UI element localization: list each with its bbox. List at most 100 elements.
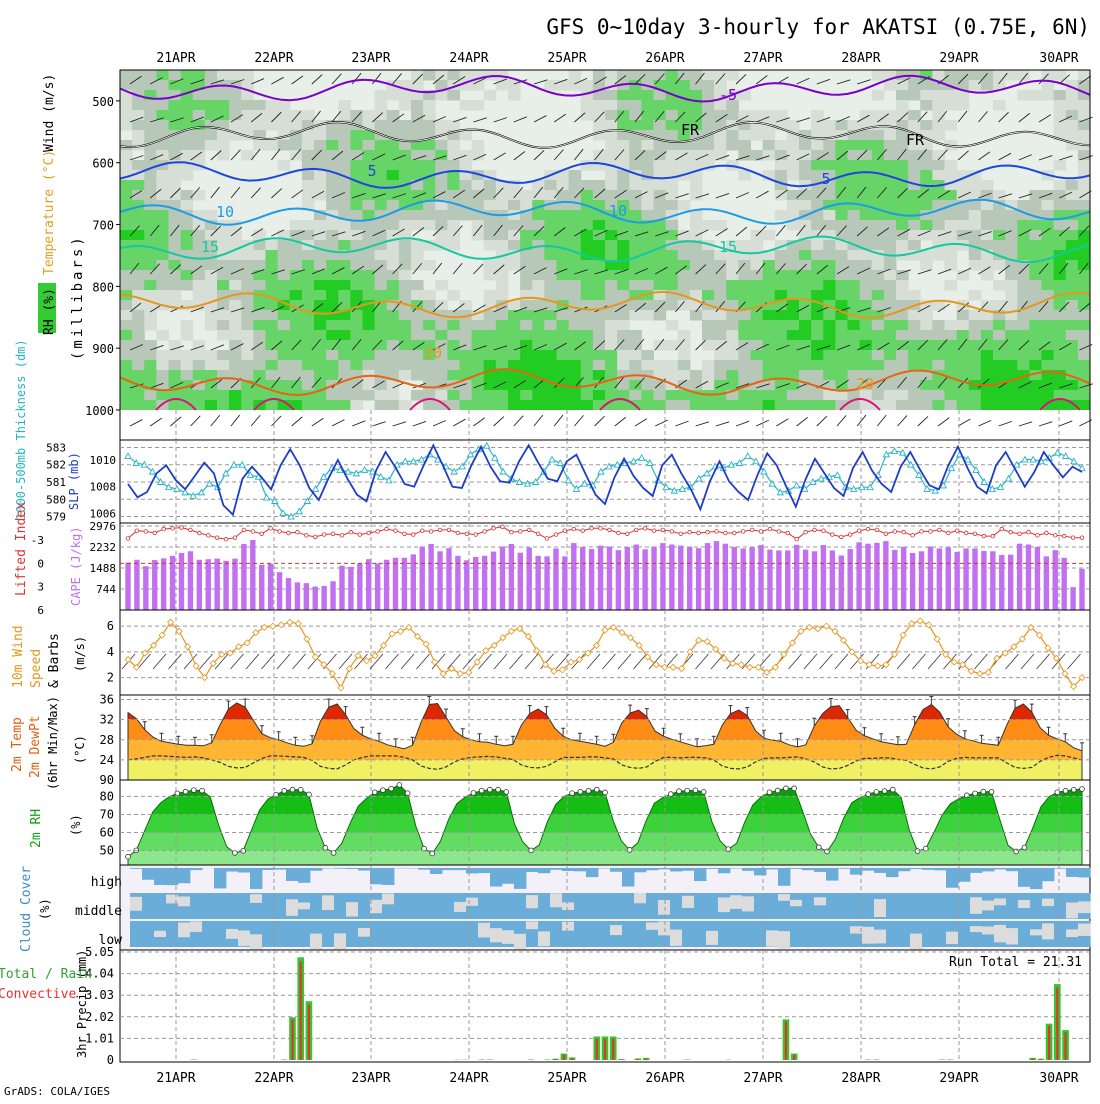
cape-bar (678, 546, 683, 610)
rh-cell (763, 140, 776, 151)
rh-cell (690, 110, 703, 121)
cape-bar (847, 549, 852, 610)
rh-cell (641, 210, 654, 221)
rh-cell (775, 400, 788, 411)
rh-cell (472, 380, 485, 391)
lifted-index-point (991, 534, 995, 538)
rh-point (496, 787, 501, 792)
rh-cell (1066, 330, 1079, 341)
rh-cell (423, 300, 436, 311)
rh-cell (326, 280, 339, 291)
lifted-index-point (483, 530, 487, 534)
rh-cell (605, 100, 618, 111)
rh-cell (399, 350, 412, 361)
cloud-middle-gap (658, 900, 670, 915)
rh-cell (411, 160, 424, 171)
rh-cell (569, 400, 582, 411)
cloud-low-bar (442, 921, 454, 947)
rh-cell (666, 160, 679, 171)
rh-cell (375, 360, 388, 371)
rh-cell (120, 220, 133, 231)
temp-label-2: 2m DewPt (28, 715, 43, 778)
rh-cell (302, 400, 315, 411)
rh-cell (350, 360, 363, 371)
rh-cell (678, 250, 691, 261)
rh-cell (1078, 150, 1091, 161)
cloud-high-bar (562, 868, 574, 871)
rh-cell (156, 280, 169, 291)
rh-cell (447, 290, 460, 301)
rh-cell (581, 240, 594, 251)
precip-legend-total: Total / Rain (0, 967, 92, 982)
bottom-date-label: 26APR (645, 1071, 684, 1086)
rh-cell (605, 70, 618, 81)
rh-cell (350, 140, 363, 151)
lifted-index-point (412, 533, 416, 537)
cloud-middle-bar (898, 893, 910, 919)
cloud-low-gap (226, 929, 238, 939)
cape-bar (125, 563, 130, 610)
cape-label: CAPE (J/kg) (69, 527, 83, 606)
cloud-low-gap (1006, 928, 1018, 944)
rh-cell (132, 130, 145, 141)
rh-cell (241, 350, 254, 361)
rh-cell (144, 340, 157, 351)
rh-cell (520, 330, 533, 341)
rh-cell (132, 350, 145, 361)
rh-cell (1054, 400, 1067, 411)
rh-cell (363, 110, 376, 121)
rh-cell (557, 390, 570, 401)
rh-point (397, 782, 402, 787)
cape-bar (687, 547, 692, 610)
rh-cell (520, 220, 533, 231)
rh-cell (120, 150, 133, 161)
cape-bar (134, 560, 139, 610)
rh-cell (799, 270, 812, 281)
rh-cell (799, 200, 812, 211)
precip-tick: 1.01 (85, 1031, 114, 1045)
rh-point (504, 790, 509, 795)
rh-cell (363, 290, 376, 301)
rh-cell (326, 200, 339, 211)
rh-point (282, 788, 287, 793)
rh-cell (763, 150, 776, 161)
rh-cell (350, 290, 363, 301)
rh-cell (1066, 350, 1079, 361)
rh-cell (411, 360, 424, 371)
rh-cell (787, 320, 800, 331)
rh-point (381, 788, 386, 793)
chart-title: GFS 0~10day 3-hourly for AKATSI (0.75E, … (546, 15, 1090, 39)
rh-cell (169, 350, 182, 361)
rh-cell (532, 250, 545, 261)
cape-bar (794, 545, 799, 610)
rh-cell (738, 140, 751, 151)
rh-cell (387, 250, 400, 261)
rh-cell (823, 250, 836, 261)
rh-cell (460, 130, 473, 141)
rh-cell (848, 290, 861, 301)
rh-cell (896, 290, 909, 301)
rh-cell (411, 280, 424, 291)
rh-cell (993, 240, 1006, 251)
rh-cell (678, 330, 691, 341)
rh-cell (217, 300, 230, 311)
rh-cell (375, 390, 388, 401)
rh-cell (435, 280, 448, 291)
rh-cell (702, 120, 715, 131)
rh-cell (532, 400, 545, 411)
rh-cell (484, 260, 497, 271)
rh-cell (593, 190, 606, 201)
rh-cell (787, 350, 800, 361)
cape-bar (821, 545, 826, 610)
rh-cell (193, 150, 206, 161)
rh-cell (120, 340, 133, 351)
rh-cell (266, 100, 279, 111)
lifted-index-point (813, 528, 817, 532)
lifted-index-point (1027, 530, 1031, 534)
rh-cell (872, 320, 885, 331)
rh-cell (1029, 310, 1042, 321)
rh-cell (896, 240, 909, 251)
rh-cell (338, 260, 351, 271)
rh-cell (908, 110, 921, 121)
